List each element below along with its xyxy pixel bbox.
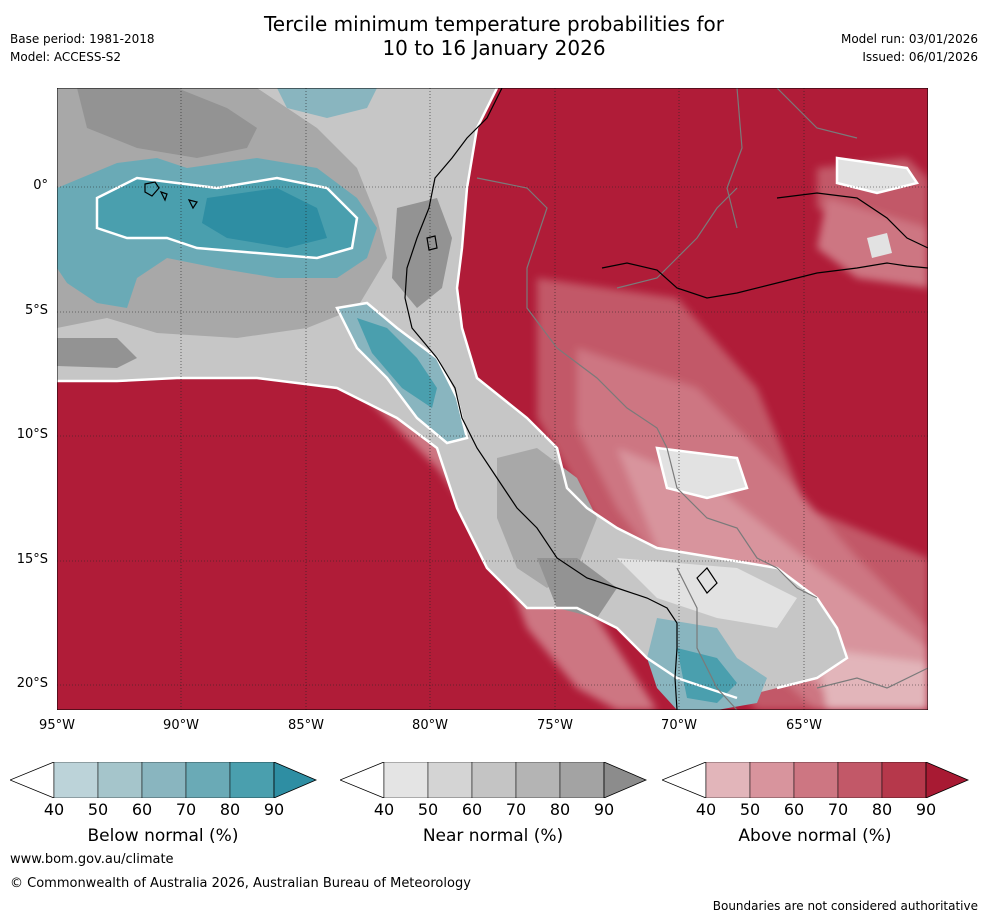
copyright-notice: © Commonwealth of Australia 2026, Austra… [10,876,471,891]
lon-label-90w: 90°W [163,718,199,733]
below-swatch-70 [185,762,231,798]
near-tick-70: 70 [505,800,527,819]
meta-left: Base period: 1981-2018 Model: ACCESS-S2 [10,30,155,66]
below-tick-50: 50 [87,800,109,819]
below-tick-90: 90 [263,800,285,819]
above-legend-title: Above normal (%) [738,826,892,846]
near-tick-90: 90 [593,800,615,819]
above-tick-50: 50 [739,800,761,819]
below-legend-title: Below normal (%) [87,826,239,846]
below-swatch-60 [141,762,187,798]
lon-label-75w: 75°W [537,718,573,733]
below-tick-70: 70 [175,800,197,819]
colorbar-below [10,762,318,798]
graticule [57,88,928,710]
issued-date: Issued: 06/01/2026 [862,50,978,64]
lon-label-80w: 80°W [412,718,448,733]
colorbar-above [662,762,970,798]
lat-label-10s: 10°S [16,427,48,442]
lat-label-5s: 5°S [24,303,48,318]
below-swatch-80 [229,762,275,798]
coastline [144,88,928,710]
above-tick-40: 40 [695,800,717,819]
near-tick-40: 40 [373,800,395,819]
near-legend-title: Near normal (%) [422,826,564,846]
tercile-boundaries [57,88,920,700]
lat-label-0: 0° [33,178,48,193]
title-line-2: 10 to 16 January 2026 [382,36,606,60]
above-swatch-60 [793,762,839,798]
near-swatch-50 [427,762,473,798]
below-tick-80: 80 [219,800,241,819]
lon-label-70w: 70°W [661,718,697,733]
base-period: Base period: 1981-2018 [10,32,155,46]
title-line-1: Tercile minimum temperature probabilitie… [263,12,725,36]
above-swatch-50 [749,762,795,798]
near-swatch-70 [515,762,561,798]
near-tick-80: 80 [549,800,571,819]
below-swatch-50 [97,762,143,798]
boundary-disclaimer: Boundaries are not considered authoritat… [712,899,978,913]
lat-label-20s: 20°S [16,676,48,691]
near-swatch-60 [471,762,517,798]
below-tick-60: 60 [131,800,153,819]
above-swatch-40 [705,762,751,798]
website-link[interactable]: www.bom.gov.au/climate [10,852,174,867]
model-name: Model: ACCESS-S2 [10,50,122,64]
lon-label-85w: 85°W [288,718,324,733]
probability-map [57,88,928,710]
model-run: Model run: 03/01/2026 [840,32,978,46]
meta-right: Model run: 03/01/2026 Issued: 06/01/2026 [841,30,978,66]
map-title: Tercile minimum temperature probabilitie… [0,12,988,60]
above-tick-70: 70 [827,800,849,819]
near-tick-60: 60 [461,800,483,819]
near-swatch-80 [559,762,605,798]
below-swatch-40 [53,762,99,798]
above-tick-60: 60 [783,800,805,819]
below-tick-40: 40 [43,800,65,819]
above-tick-80: 80 [871,800,893,819]
above-tick-90: 90 [915,800,937,819]
country-borders [476,88,928,710]
near-tick-50: 50 [417,800,439,819]
lon-label-95w: 95°W [39,718,75,733]
near-swatch-40 [383,762,429,798]
above-swatch-80 [881,762,927,798]
colorbar-near [340,762,648,798]
above-swatch-70 [837,762,883,798]
lat-label-15s: 15°S [16,552,48,567]
lon-label-65w: 65°W [786,718,822,733]
